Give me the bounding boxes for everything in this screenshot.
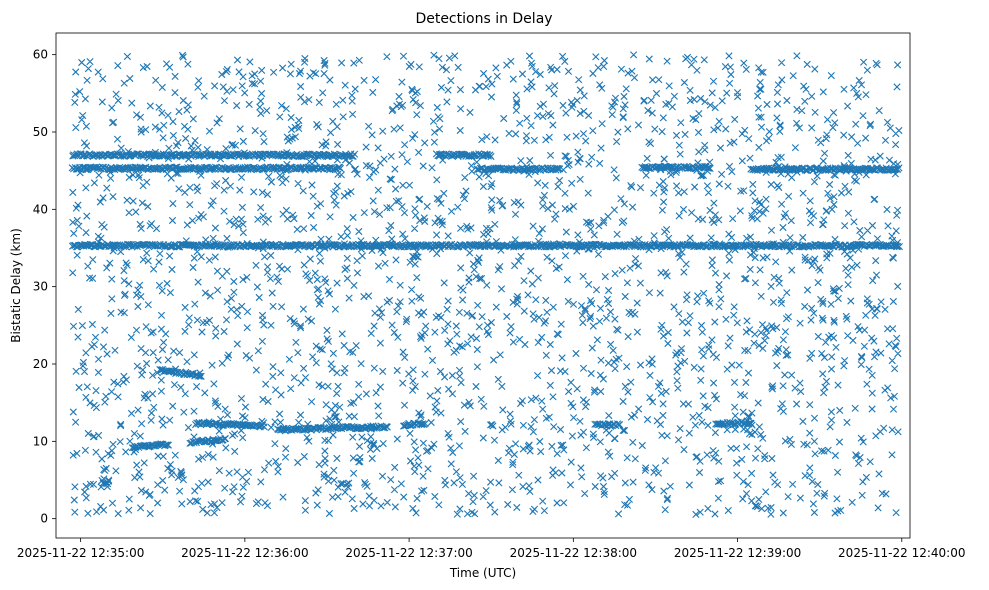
x-tick-label: 2025-11-22 12:35:00 [17,546,144,560]
y-tick-label: 60 [33,48,48,62]
marker-layer [68,51,903,518]
y-tick-label: 10 [33,434,48,448]
y-tick-label: 0 [40,512,48,526]
plot-area [68,51,903,518]
data-point-markers [68,51,903,518]
x-tick-label: 2025-11-22 12:39:00 [674,546,801,560]
x-tick-label: 2025-11-22 12:40:00 [838,546,965,560]
y-axis-label: Bistatic Delay (km) [9,228,23,343]
y-tick-label: 30 [33,280,48,294]
y-tick-label: 20 [33,357,48,371]
y-tick-label: 50 [33,125,48,139]
y-tick-label: 40 [33,202,48,216]
y-axis: 0 10 20 30 40 50 60 [33,48,56,526]
x-tick-label: 2025-11-22 12:38:00 [510,546,637,560]
chart-title: Detections in Delay [415,11,552,27]
x-axis-label: Time (UTC) [449,566,516,580]
x-tick-label: 2025-11-22 12:37:00 [345,546,472,560]
x-axis: 2025-11-22 12:35:00 2025-11-22 12:36:00 20… [17,538,966,560]
x-tick-label: 2025-11-22 12:36:00 [181,546,308,560]
plot-frame [55,32,911,539]
